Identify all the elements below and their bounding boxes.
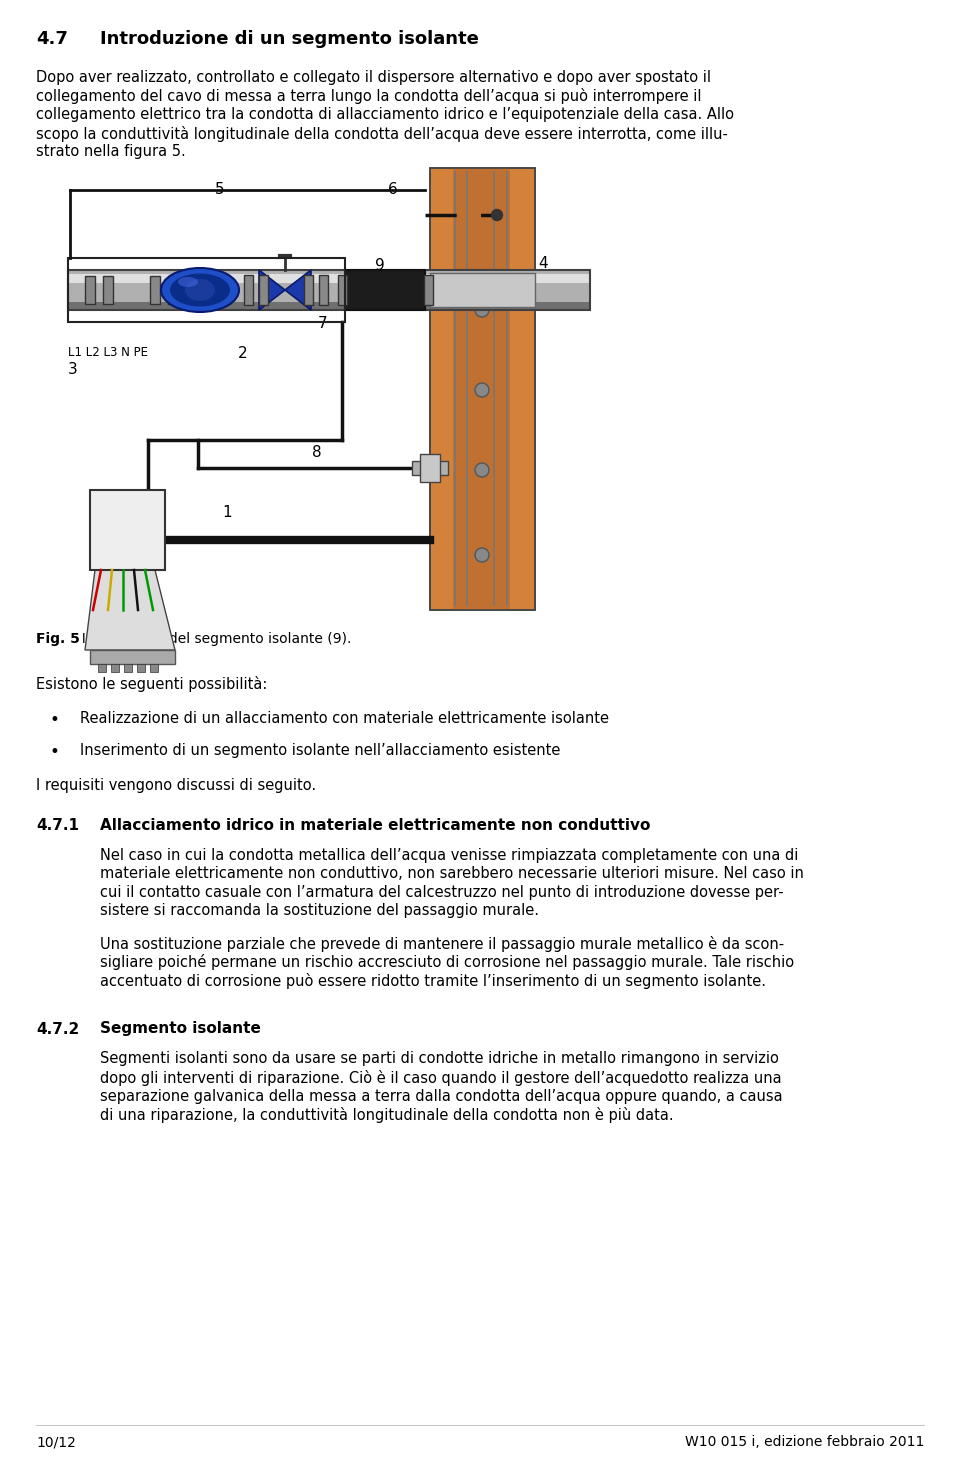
Text: W10 015 i, edizione febbraio 2011: W10 015 i, edizione febbraio 2011	[684, 1435, 924, 1449]
Text: 3: 3	[68, 362, 78, 377]
Bar	[150, 276, 160, 304]
Text: Inserimento di un segmento isolante nell’allacciamento esistente: Inserimento di un segmento isolante nell…	[80, 744, 561, 758]
Circle shape	[475, 302, 489, 317]
Ellipse shape	[161, 267, 239, 313]
Bar	[111, 663, 119, 672]
Bar	[68, 302, 590, 310]
Text: Introduzione di un segmento isolante: Introduzione di un segmento isolante	[100, 31, 479, 48]
Text: 6: 6	[388, 183, 397, 197]
Ellipse shape	[185, 279, 215, 301]
Text: collegamento elettrico tra la condotta di allacciamento idrico e l’equipotenzial: collegamento elettrico tra la condotta d…	[36, 107, 734, 123]
Ellipse shape	[170, 273, 230, 307]
Bar	[453, 168, 510, 611]
Text: strato nella figura 5.: strato nella figura 5.	[36, 145, 185, 159]
Bar	[345, 270, 425, 310]
Circle shape	[475, 463, 489, 476]
Text: Dopo aver realizzato, controllato e collegato il dispersore alternativo e dopo a: Dopo aver realizzato, controllato e coll…	[36, 70, 711, 85]
Text: separazione galvanica della messa a terra dalla condotta dell’acqua oppure quand: separazione galvanica della messa a terr…	[100, 1088, 782, 1103]
Text: Esistono le seguenti possibilità:: Esistono le seguenti possibilità:	[36, 676, 268, 693]
Text: dopo gli interventi di riparazione. Ciò è il caso quando il gestore dell’acquedo: dopo gli interventi di riparazione. Ciò …	[100, 1069, 781, 1086]
Text: 4.7.1: 4.7.1	[36, 818, 79, 833]
Text: Segmenti isolanti sono da usare se parti di condotte idriche in metallo rimangon: Segmenti isolanti sono da usare se parti…	[100, 1052, 779, 1067]
Bar	[430, 168, 535, 611]
Text: Inserimento del segmento isolante (9).: Inserimento del segmento isolante (9).	[73, 633, 351, 646]
Polygon shape	[259, 270, 285, 310]
Bar	[423, 275, 433, 305]
Bar	[98, 663, 106, 672]
Circle shape	[475, 383, 489, 397]
Bar	[338, 275, 347, 305]
Text: accentuato di corrosione può essere ridotto tramite l’inserimento di un segmento: accentuato di corrosione può essere rido…	[100, 973, 766, 989]
Text: 9: 9	[375, 259, 385, 273]
Text: L1 L2 L3 N PE: L1 L2 L3 N PE	[68, 346, 148, 359]
Bar	[124, 663, 132, 672]
Bar	[319, 275, 327, 305]
Bar	[412, 462, 448, 475]
Bar	[420, 454, 440, 482]
Text: 1: 1	[222, 506, 231, 520]
Text: Segmento isolante: Segmento isolante	[100, 1021, 261, 1036]
Text: 10/12: 10/12	[36, 1435, 76, 1449]
Polygon shape	[285, 270, 311, 310]
Text: Nel caso in cui la condotta metallica dell’acqua venisse rimpiazzata completamen: Nel caso in cui la condotta metallica de…	[100, 847, 799, 863]
Ellipse shape	[178, 278, 198, 286]
Text: I requisiti vengono discussi di seguito.: I requisiti vengono discussi di seguito.	[36, 779, 316, 793]
Text: 2: 2	[238, 346, 248, 361]
Text: 8: 8	[312, 446, 322, 460]
Text: Fig. 5: Fig. 5	[36, 633, 80, 646]
Circle shape	[475, 548, 489, 562]
Bar	[68, 270, 590, 310]
Bar	[430, 168, 535, 611]
Text: materiale elettricamente non conduttivo, non sarebbero necessarie ulteriori misu: materiale elettricamente non conduttivo,…	[100, 866, 804, 881]
Text: 5: 5	[215, 183, 225, 197]
Text: scopo la conduttività longitudinale della condotta dell’acqua deve essere interr: scopo la conduttività longitudinale dell…	[36, 126, 728, 142]
Text: 7: 7	[318, 316, 327, 332]
Bar	[68, 270, 590, 310]
Circle shape	[492, 209, 502, 221]
Polygon shape	[85, 570, 175, 650]
Bar	[103, 276, 113, 304]
Text: 4.7: 4.7	[36, 31, 68, 48]
Text: di una riparazione, la conduttività longitudinale della condotta non è più data.: di una riparazione, la conduttività long…	[100, 1107, 674, 1124]
Bar	[244, 275, 252, 305]
Text: •: •	[50, 744, 60, 761]
Text: cui il contatto casuale con l’armatura del calcestruzzo nel punto di introduzion: cui il contatto casuale con l’armatura d…	[100, 885, 783, 900]
Bar	[303, 275, 313, 305]
Text: Una sostituzione parziale che prevede di mantenere il passaggio murale metallico: Una sostituzione parziale che prevede di…	[100, 937, 784, 953]
Text: collegamento del cavo di messa a terra lungo la condotta dell’acqua si può inter: collegamento del cavo di messa a terra l…	[36, 89, 702, 105]
Text: 4: 4	[538, 256, 547, 270]
Bar	[90, 489, 165, 570]
Bar	[68, 259, 345, 321]
Bar	[430, 273, 535, 307]
Bar	[150, 663, 158, 672]
Bar	[258, 275, 268, 305]
Text: 4.7.2: 4.7.2	[36, 1021, 80, 1036]
Bar	[137, 663, 145, 672]
Bar	[430, 273, 535, 307]
Text: sistere si raccomanda la sostituzione del passaggio murale.: sistere si raccomanda la sostituzione de…	[100, 903, 539, 919]
Bar	[85, 276, 95, 304]
Text: Realizzazione di un allacciamento con materiale elettricamente isolante: Realizzazione di un allacciamento con ma…	[80, 712, 609, 726]
Text: •: •	[50, 712, 60, 729]
Bar	[90, 650, 175, 663]
Bar	[168, 276, 178, 304]
Text: Allacciamento idrico in materiale elettricamente non conduttivo: Allacciamento idrico in materiale elettr…	[100, 818, 650, 833]
Text: sigliare poiché permane un rischio accresciuto di corrosione nel passaggio mural: sigliare poiché permane un rischio accre…	[100, 954, 794, 970]
Bar	[68, 275, 590, 283]
